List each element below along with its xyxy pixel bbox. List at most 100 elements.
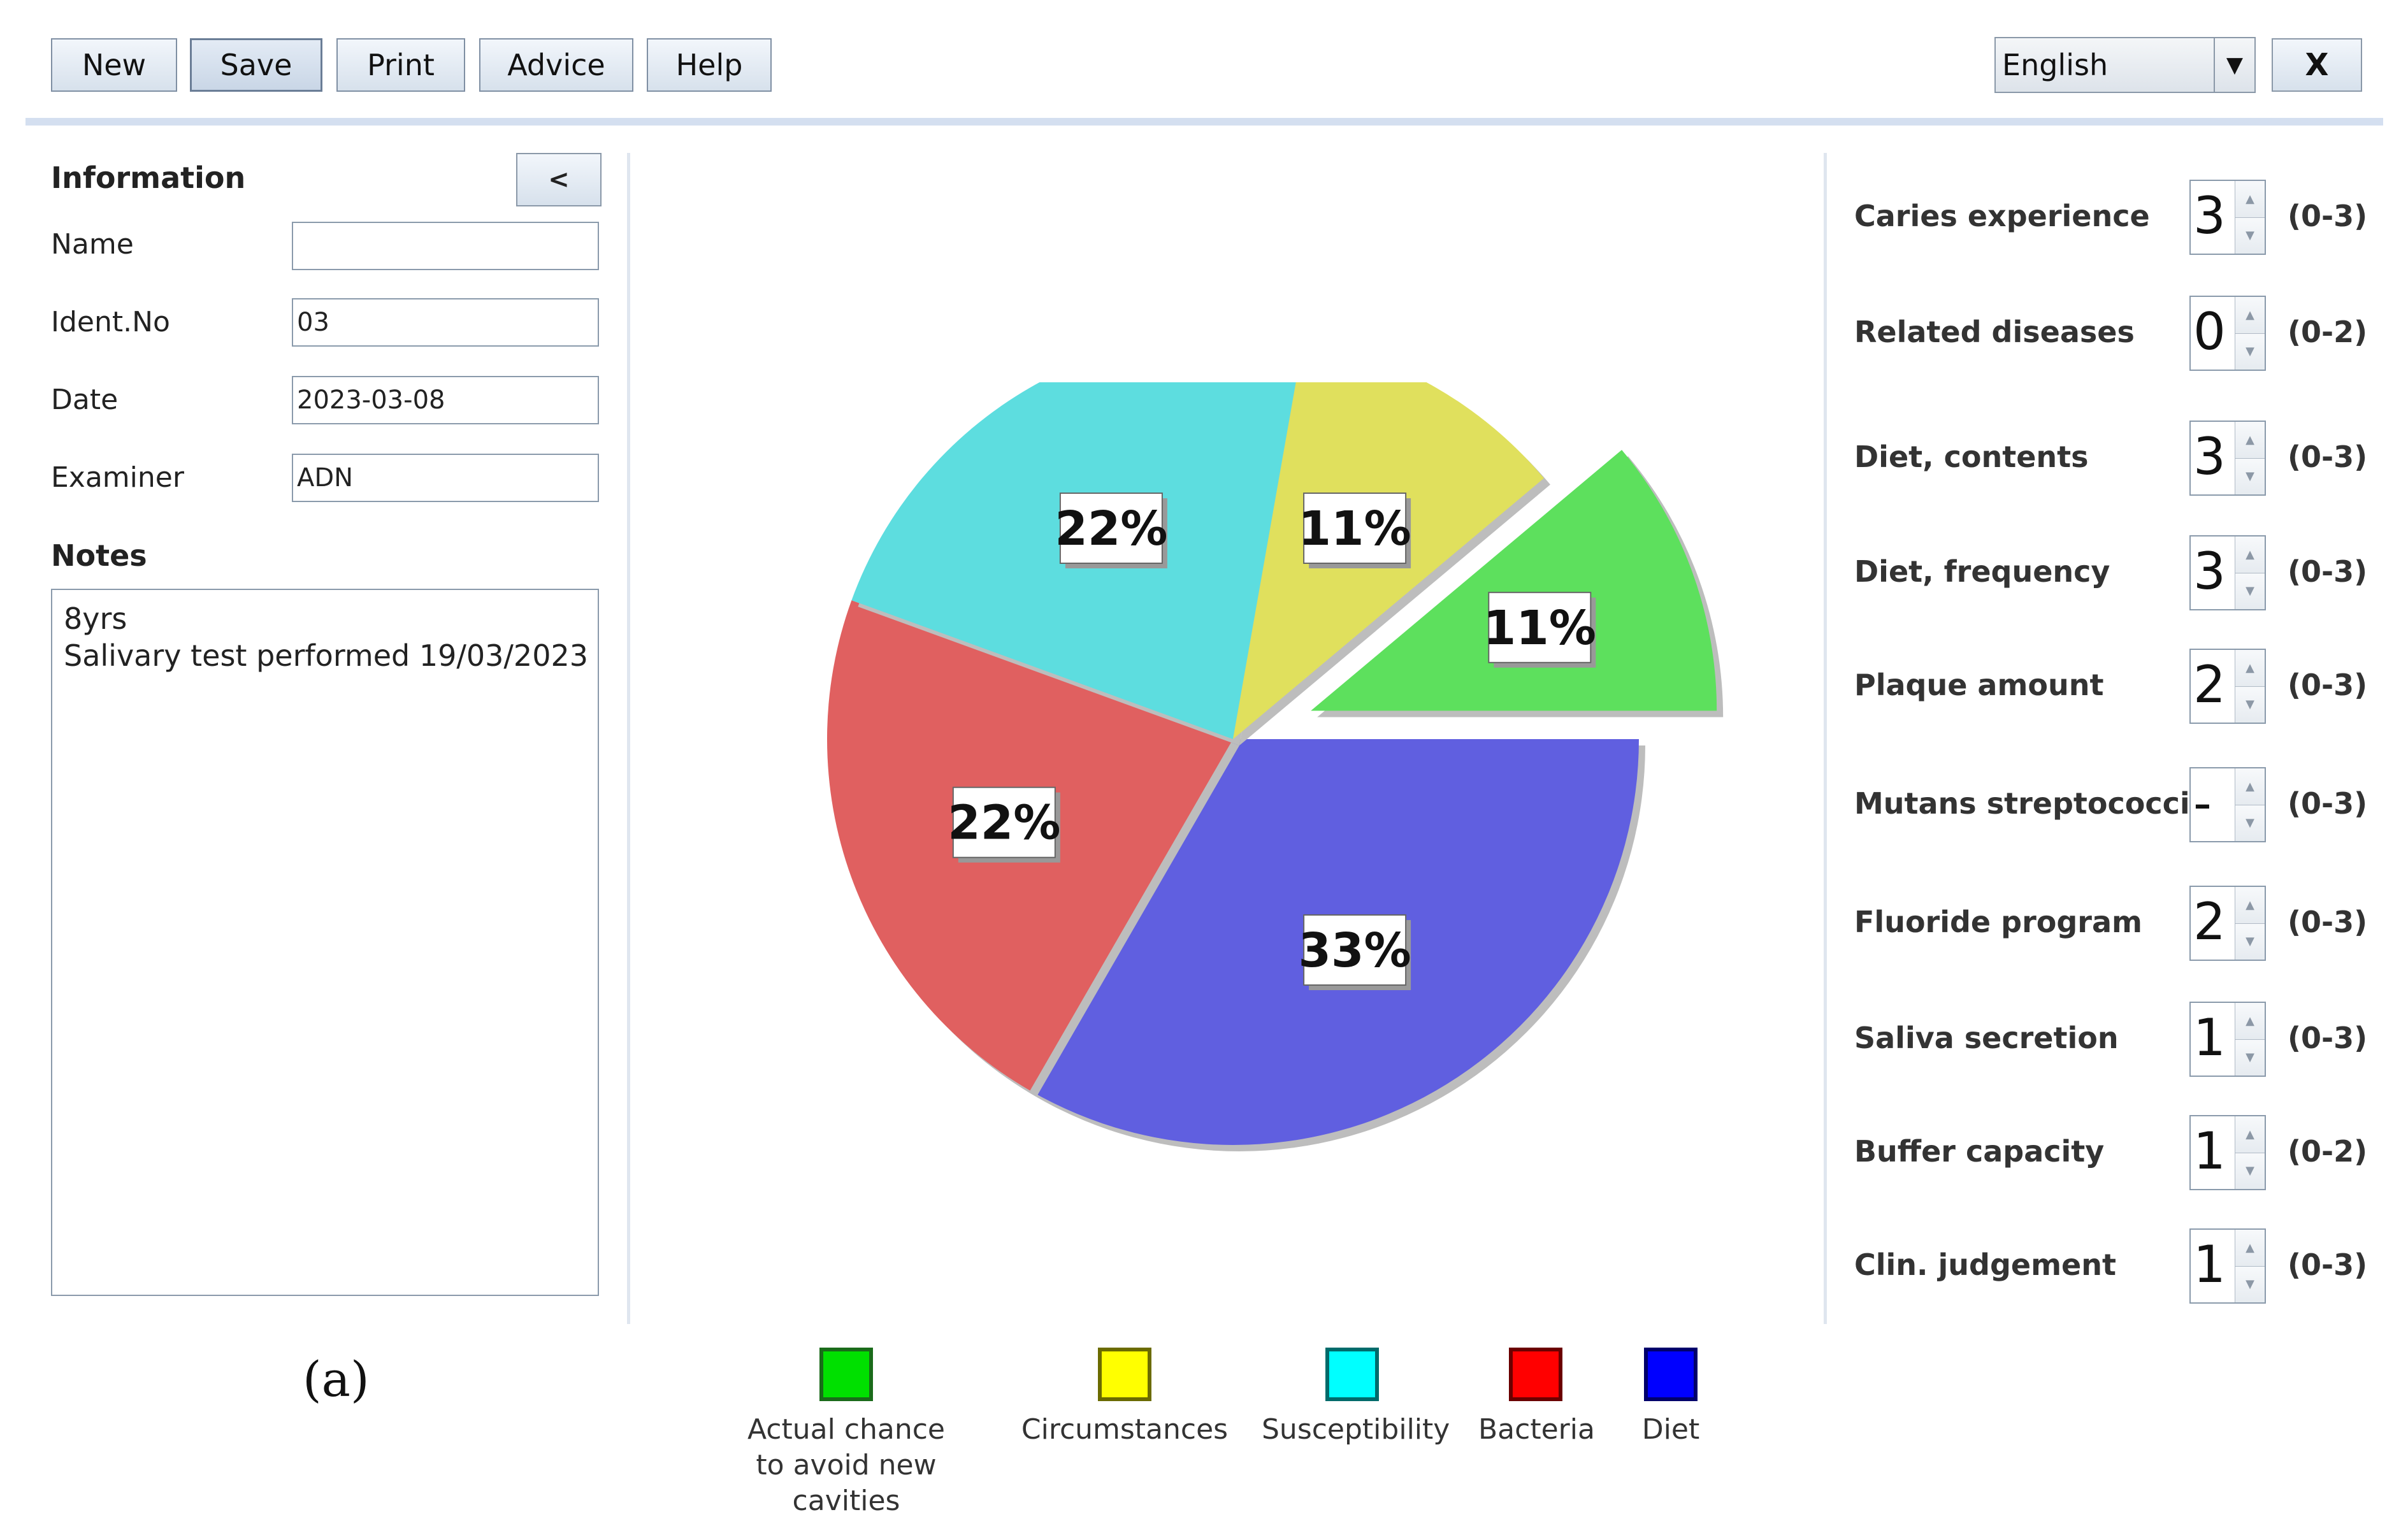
notes-textarea[interactable]: 8yrs Salivary test performed 19/03/2023 [51,589,599,1296]
risk-factor-label: Related diseases [1854,315,2135,349]
print-button[interactable]: Print [336,38,465,92]
pie-label-box [1059,493,1163,565]
risk-factor-spinner[interactable]: 1 ▲ ▼ [2189,1228,2266,1304]
ident-field[interactable]: 03 [292,298,599,347]
legend-swatch-diet [1644,1348,1698,1401]
risk-factor-range: (0-2) [2288,1134,2368,1169]
legend-label-chance: Actual chance to avoid new cavities [701,1412,991,1519]
ident-label: Ident.No [51,306,170,338]
left-divider [627,153,630,1324]
risk-factor-value[interactable]: - [2193,774,2212,833]
risk-factor-spinner[interactable]: - ▲ ▼ [2189,767,2266,842]
risk-factor-range: (0-3) [2288,554,2368,589]
risk-factor-value[interactable]: 2 [2193,892,2226,951]
figure-caption: (a) [303,1351,370,1407]
risk-factor-label: Buffer capacity [1854,1134,2105,1169]
right-divider [1824,153,1827,1324]
risk-factor-value[interactable]: 3 [2193,186,2226,245]
date-field[interactable]: 2023-03-08 [292,376,599,424]
spinner-down-icon[interactable]: ▼ [2235,1039,2265,1076]
risk-factor-range: (0-3) [2288,440,2368,474]
spinner-arrows[interactable]: ▲ ▼ [2235,887,2265,960]
spinner-down-icon[interactable]: ▼ [2235,217,2265,254]
pie-label-box [1303,493,1407,565]
spinner-arrows[interactable]: ▲ ▼ [2235,650,2265,723]
risk-factor-range: (0-3) [2288,905,2368,939]
spinner-arrows[interactable]: ▲ ▼ [2235,181,2265,254]
risk-factor-value[interactable]: 3 [2193,427,2226,486]
legend-label-susceptibility: Susceptibility [1262,1413,1450,1446]
spinner-down-icon[interactable]: ▼ [2235,333,2265,370]
pie-chart: 11% 33% 22% 22% 11% [827,382,1724,1152]
spinner-arrows[interactable]: ▲ ▼ [2235,536,2265,609]
spinner-up-icon[interactable]: ▲ [2235,1230,2265,1266]
spinner-up-icon[interactable]: ▲ [2235,1003,2265,1039]
collapse-button[interactable]: < [516,153,602,206]
spinner-up-icon[interactable]: ▲ [2235,422,2265,458]
risk-factor-value[interactable]: 1 [2193,1121,2226,1181]
spinner-down-icon[interactable]: ▼ [2235,1152,2265,1189]
risk-factor-label: Fluoride program [1854,905,2142,939]
pie-label-box [1303,914,1407,986]
risk-factor-spinner[interactable]: 1 ▲ ▼ [2189,1002,2266,1077]
risk-factor-label: Diet, frequency [1854,554,2110,589]
name-field[interactable] [292,222,599,270]
spinner-down-icon[interactable]: ▼ [2235,1265,2265,1302]
risk-factor-value[interactable]: 0 [2193,302,2226,361]
spinner-up-icon[interactable]: ▲ [2235,887,2265,923]
pie-slice-label: 11% [1483,601,1596,656]
risk-factor-value[interactable]: 1 [2193,1235,2226,1294]
examiner-label: Examiner [51,461,184,494]
risk-factor-value[interactable]: 2 [2193,655,2226,714]
notes-title: Notes [51,538,147,573]
risk-factor-spinner[interactable]: 0 ▲ ▼ [2189,296,2266,371]
risk-factor-label: Diet, contents [1854,440,2089,474]
spinner-arrows[interactable]: ▲ ▼ [2235,422,2265,494]
risk-factor-range: (0-3) [2288,786,2368,821]
new-button[interactable]: New [51,38,177,92]
pie-slice-label: 11% [1299,501,1411,556]
spinner-up-icon[interactable]: ▲ [2235,768,2265,805]
notes-line: 8yrs [64,601,127,636]
spinner-down-icon[interactable]: ▼ [2235,572,2265,609]
risk-factor-spinner[interactable]: 3 ▲ ▼ [2189,180,2266,255]
legend-label-line: Actual chance [747,1413,946,1446]
notes-line: Salivary test performed 19/03/2023 [64,638,588,673]
help-button[interactable]: Help [647,38,772,92]
spinner-arrows[interactable]: ▲ ▼ [2235,1116,2265,1189]
risk-factor-value[interactable]: 1 [2193,1008,2226,1067]
risk-factor-value[interactable]: 3 [2193,542,2226,601]
risk-factor-spinner[interactable]: 2 ▲ ▼ [2189,649,2266,724]
spinner-up-icon[interactable]: ▲ [2235,297,2265,333]
risk-factor-spinner[interactable]: 3 ▲ ▼ [2189,421,2266,496]
chevron-down-icon[interactable]: ▼ [2214,38,2254,92]
language-value: English [2002,48,2109,82]
save-button[interactable]: Save [190,38,322,92]
risk-factor-label: Saliva secretion [1854,1021,2119,1055]
risk-factor-spinner[interactable]: 3 ▲ ▼ [2189,535,2266,610]
spinner-arrows[interactable]: ▲ ▼ [2235,1230,2265,1302]
close-button[interactable]: X [2272,38,2362,92]
spinner-up-icon[interactable]: ▲ [2235,1116,2265,1153]
legend-swatch-susceptibility [1325,1348,1379,1401]
spinner-arrows[interactable]: ▲ ▼ [2235,768,2265,841]
advice-button[interactable]: Advice [479,38,633,92]
spinner-up-icon[interactable]: ▲ [2235,536,2265,573]
risk-factor-spinner[interactable]: 1 ▲ ▼ [2189,1115,2266,1190]
risk-factor-label: Caries experience [1854,199,2150,233]
risk-factor-range: (0-3) [2288,1248,2368,1282]
spinner-up-icon[interactable]: ▲ [2235,650,2265,686]
spinner-down-icon[interactable]: ▼ [2235,686,2265,723]
legend-label-bacteria: Bacteria [1478,1413,1595,1446]
legend-swatch-bacteria [1509,1348,1562,1401]
examiner-field[interactable]: ADN [292,454,599,502]
spinner-arrows[interactable]: ▲ ▼ [2235,297,2265,370]
spinner-down-icon[interactable]: ▼ [2235,457,2265,494]
risk-factor-range: (0-2) [2288,315,2368,349]
spinner-down-icon[interactable]: ▼ [2235,804,2265,841]
risk-factor-spinner[interactable]: 2 ▲ ▼ [2189,886,2266,961]
spinner-down-icon[interactable]: ▼ [2235,923,2265,960]
spinner-arrows[interactable]: ▲ ▼ [2235,1003,2265,1076]
language-select[interactable]: English ▼ [1994,37,2256,93]
spinner-up-icon[interactable]: ▲ [2235,181,2265,217]
